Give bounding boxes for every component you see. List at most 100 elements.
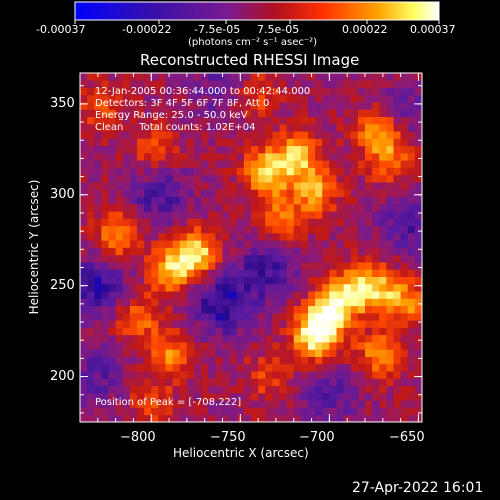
heatmap-cell	[201, 109, 209, 118]
heatmap-cell	[222, 211, 231, 219]
heatmap-cell	[201, 269, 209, 277]
heatmap-cell	[158, 356, 166, 365]
heatmap-cell	[315, 138, 323, 147]
heatmap-cell	[365, 123, 373, 132]
heatmap-cell	[400, 392, 409, 401]
heatmap-cell	[122, 342, 131, 350]
heatmap-cell	[172, 298, 181, 307]
heatmap-cell	[122, 276, 131, 285]
heatmap-cell	[243, 414, 252, 422]
heatmap-cell	[272, 262, 280, 270]
heatmap-cell	[194, 320, 202, 328]
heatmap-cell	[265, 312, 273, 321]
heatmap-cell	[329, 240, 337, 248]
heatmap-cell	[365, 167, 373, 176]
heatmap-cell	[315, 131, 323, 139]
heatmap-cell	[229, 174, 238, 183]
heatmap-cell	[357, 283, 366, 292]
heatmap-cell	[379, 254, 387, 263]
heatmap-cell	[87, 196, 95, 205]
heatmap-cell	[258, 232, 266, 241]
heatmap-cell	[293, 414, 302, 422]
heatmap-cell	[208, 378, 216, 387]
heatmap-cell	[122, 334, 131, 343]
heatmap-cell	[236, 196, 245, 205]
heatmap-cell	[386, 182, 394, 190]
heatmap-cell	[400, 291, 409, 299]
heatmap-cell	[229, 254, 238, 263]
heatmap-cell	[179, 232, 188, 241]
heatmap-cell	[94, 312, 102, 321]
heatmap-cell	[293, 240, 302, 248]
heatmap-cell	[172, 196, 181, 205]
heatmap-cell	[300, 123, 309, 132]
heatmap-cell	[151, 276, 159, 285]
heatmap-cell	[365, 356, 373, 365]
heatmap-cell	[365, 269, 373, 277]
heatmap-cell	[265, 73, 273, 81]
heatmap-cell	[87, 327, 95, 336]
heatmap-cell	[122, 320, 131, 328]
heatmap-cell	[407, 174, 416, 183]
heatmap-cell	[101, 378, 109, 387]
y-tick-label: 200	[50, 369, 75, 384]
heatmap-cell	[144, 145, 152, 154]
heatmap-cell	[350, 349, 359, 357]
heatmap-cell	[293, 102, 302, 110]
heatmap-cell	[115, 298, 124, 307]
heatmap-cell	[265, 240, 273, 248]
heatmap-cell	[343, 211, 352, 219]
heatmap-cell	[201, 378, 209, 387]
heatmap-cell	[144, 291, 152, 299]
heatmap-cell	[122, 378, 131, 387]
heatmap-cell	[87, 283, 95, 292]
heatmap-cell	[286, 247, 295, 256]
heatmap-cell	[87, 174, 95, 183]
heatmap-cell	[300, 73, 309, 81]
heatmap-cell	[179, 138, 188, 147]
heatmap-cell	[101, 174, 109, 183]
heatmap-cell	[386, 131, 394, 139]
heatmap-cell	[414, 400, 422, 408]
heatmap-cell	[151, 320, 159, 328]
heatmap-cell	[122, 225, 131, 234]
heatmap-cell	[357, 123, 366, 132]
heatmap-cell	[343, 320, 352, 328]
heatmap-cell	[101, 240, 109, 248]
heatmap-cell	[186, 131, 195, 139]
heatmap-cell	[336, 283, 345, 292]
heatmap-cell	[343, 305, 352, 314]
heatmap-cell	[165, 87, 174, 96]
heatmap-cell	[229, 152, 238, 161]
heatmap-cell	[293, 262, 302, 270]
heatmap-cell	[186, 363, 195, 372]
heatmap-cell	[372, 203, 380, 212]
heatmap-cell	[329, 349, 337, 357]
heatmap-cell	[151, 312, 159, 321]
heatmap-cell	[258, 160, 266, 168]
heatmap-cell	[222, 160, 231, 168]
heatmap-cell	[151, 94, 159, 103]
heatmap-cell	[201, 123, 209, 132]
heatmap-cell	[137, 385, 145, 394]
heatmap-cell	[215, 203, 223, 212]
heatmap-cell	[179, 116, 188, 125]
heatmap-cell	[137, 334, 145, 343]
heatmap-cell	[222, 298, 231, 307]
heatmap-cell	[122, 167, 131, 176]
heatmap-cell	[151, 232, 159, 241]
heatmap-cell	[258, 182, 266, 190]
heatmap-cell	[94, 196, 102, 205]
heatmap-cell	[87, 334, 95, 343]
heatmap-cell	[386, 356, 394, 365]
heatmap-cell	[414, 254, 422, 263]
heatmap-cell	[357, 94, 366, 103]
heatmap-cell	[308, 167, 316, 176]
heatmap-cell	[272, 203, 280, 212]
heatmap-cell	[272, 138, 280, 147]
heatmap-cell	[322, 87, 330, 96]
heatmap-cell	[94, 407, 102, 416]
heatmap-cell	[251, 320, 259, 328]
heatmap-cell	[286, 342, 295, 350]
heatmap-cell	[365, 87, 373, 96]
